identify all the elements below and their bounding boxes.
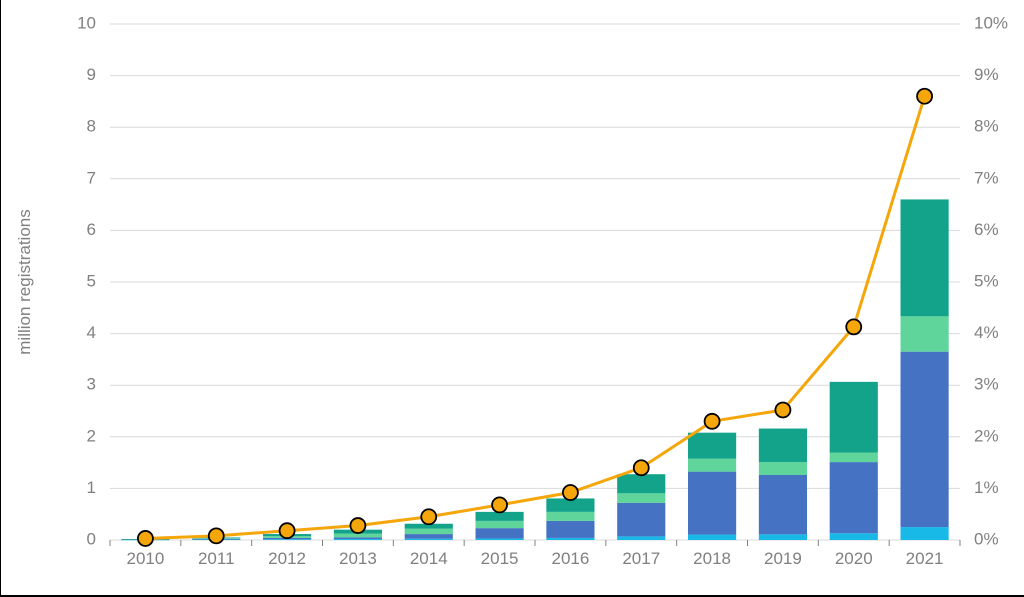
y-left-tick: 7 [87, 168, 96, 187]
bar-segment [263, 539, 311, 540]
y-right-tick: 9% [974, 65, 999, 84]
y-left-tick: 9 [87, 65, 96, 84]
bar-segment [830, 453, 878, 463]
bar-segment [405, 534, 453, 539]
bar-segment [759, 475, 807, 534]
bar-segment [617, 474, 665, 493]
bar-segment [901, 527, 949, 540]
y-left-tick: 8 [87, 117, 96, 136]
line-marker [209, 528, 224, 543]
bar-segment [334, 539, 382, 540]
bar-segment [759, 462, 807, 475]
bar-segment [830, 382, 878, 453]
bar-segment [334, 534, 382, 538]
y-left-tick: 10 [77, 13, 96, 32]
bar-segment [901, 316, 949, 351]
y-right-tick: 0% [974, 529, 999, 548]
y-left-tick: 0 [87, 529, 96, 548]
line-marker [705, 414, 720, 429]
y-right-tick: 8% [974, 117, 999, 136]
y-right-tick: 2% [974, 426, 999, 445]
line-marker [775, 402, 790, 417]
x-tick: 2017 [622, 549, 660, 568]
x-tick: 2012 [268, 549, 306, 568]
x-tick: 2019 [764, 549, 802, 568]
x-tick: 2021 [906, 549, 944, 568]
y-right-tick: 10% [974, 13, 1008, 32]
x-tick: 2010 [127, 549, 165, 568]
bar-segment [476, 521, 524, 528]
bar-segment [546, 521, 594, 538]
y-right-tick: 5% [974, 271, 999, 290]
line-marker [846, 319, 861, 334]
y-axis-label: million registrations [15, 209, 34, 355]
bar-segment [688, 433, 736, 459]
bar-segment [688, 535, 736, 540]
line-marker [492, 497, 507, 512]
bar-segment [688, 472, 736, 535]
bar-segment [901, 199, 949, 316]
x-tick: 2013 [339, 549, 377, 568]
bar-segment [617, 503, 665, 537]
line-marker [563, 485, 578, 500]
x-tick: 2011 [198, 549, 235, 568]
y-right-tick: 1% [974, 478, 999, 497]
line-marker [917, 89, 932, 104]
y-left-tick: 6 [87, 220, 96, 239]
y-right-tick: 4% [974, 323, 999, 342]
chart-frame: 0 0% 1 1% 2 2% 3 3% 4 4% 5 5% 6 6% 7 7% 8 8% 9 9% 10 10% 2010 2… [0, 0, 1024, 597]
y-left-tick: 5 [87, 271, 96, 290]
bar-segment [830, 533, 878, 540]
bar-segment [476, 538, 524, 540]
line-marker [421, 509, 436, 524]
bar-segment [617, 493, 665, 503]
chart-svg: 0 0% 1 1% 2 2% 3 3% 4 4% 5 5% 6 6% 7 7% 8 8% 9 9% 10 10% 2010 2… [0, 0, 1024, 597]
y-right-tick: 6% [974, 220, 999, 239]
bar-segment [405, 539, 453, 540]
bar-segment [830, 462, 878, 533]
x-tick: 2020 [835, 549, 873, 568]
line-marker [138, 531, 153, 546]
y-right-tick: 7% [974, 168, 999, 187]
y-left-tick: 3 [87, 375, 96, 394]
bar-segment [546, 538, 594, 540]
line-marker [350, 518, 365, 533]
bar-segment [617, 536, 665, 540]
bar-segment [688, 459, 736, 472]
x-tick: 2016 [552, 549, 590, 568]
y-right-tick: 3% [974, 375, 999, 394]
bar-segment [759, 429, 807, 463]
bar-segment [759, 534, 807, 540]
line-marker [634, 460, 649, 475]
y-left-tick: 1 [87, 478, 96, 497]
bar-segment [476, 528, 524, 538]
x-tick: 2015 [481, 549, 519, 568]
bar-segment [901, 352, 949, 527]
bar-segment [546, 512, 594, 521]
line-marker [280, 523, 295, 538]
x-tick: 2014 [410, 549, 448, 568]
bar-segment [405, 529, 453, 534]
x-tick: 2018 [693, 549, 731, 568]
y-left-tick: 4 [87, 323, 96, 342]
bar-segment [334, 537, 382, 539]
y-left-tick: 2 [87, 426, 96, 445]
